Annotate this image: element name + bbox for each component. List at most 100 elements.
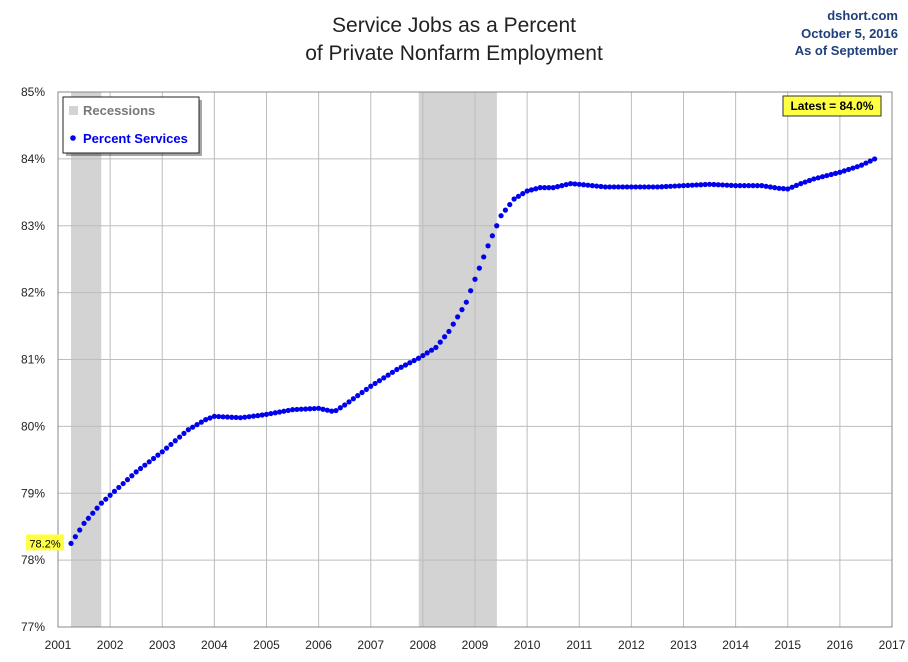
data-point (854, 164, 860, 170)
data-point (489, 233, 495, 239)
data-point (285, 407, 291, 414)
x-tick-label: 2002 (97, 638, 124, 652)
data-point (246, 414, 252, 420)
data-point (424, 350, 430, 356)
data-point (289, 407, 296, 413)
annotation-layer: 78.2% Latest = 84.0% (26, 95, 882, 551)
data-point (793, 182, 800, 189)
data-point (168, 441, 174, 448)
data-point (142, 462, 148, 468)
x-tick-label: 2010 (514, 638, 541, 652)
series-layer (68, 156, 878, 547)
data-point (242, 414, 248, 420)
data-point (346, 399, 352, 405)
y-tick-label: 77% (21, 620, 45, 634)
data-point (437, 339, 443, 345)
data-point (220, 414, 226, 420)
data-point (494, 223, 500, 229)
data-point (772, 185, 778, 191)
y-tick-label: 85% (21, 85, 45, 99)
data-point (250, 413, 257, 419)
data-point (107, 492, 113, 498)
x-tick-label: 2015 (774, 638, 801, 652)
data-point (485, 243, 491, 249)
data-point (90, 510, 96, 516)
x-tick-label: 2013 (670, 638, 697, 652)
data-point (680, 183, 687, 189)
latest-callout-box (782, 95, 882, 117)
data-point (359, 389, 365, 396)
data-point (72, 534, 78, 540)
data-point (528, 187, 535, 193)
data-point (776, 185, 782, 191)
data-point (463, 299, 469, 305)
data-point (337, 405, 343, 411)
data-point (172, 438, 178, 444)
data-point (780, 186, 787, 192)
data-point (350, 396, 356, 402)
legend-layer: Recessions Percent Services (62, 96, 202, 156)
data-point (611, 184, 617, 190)
data-point (116, 484, 122, 491)
grid-layer (57, 91, 893, 628)
x-tick-label: 2014 (722, 638, 749, 652)
data-point (298, 406, 304, 412)
data-point (615, 184, 621, 190)
data-point (650, 184, 656, 190)
x-tick-label: 2016 (827, 638, 854, 652)
data-point (858, 162, 865, 168)
data-point (598, 183, 604, 190)
data-point (198, 419, 204, 425)
data-point (746, 183, 752, 189)
data-point (824, 172, 830, 179)
data-point (468, 288, 474, 294)
data-point (433, 344, 439, 351)
data-point (515, 193, 522, 199)
x-tick-label: 2005 (253, 638, 280, 652)
data-point (837, 169, 843, 175)
data-point (589, 183, 595, 189)
data-point (676, 183, 682, 189)
data-point (255, 413, 261, 419)
data-point (207, 415, 213, 421)
data-point (637, 184, 643, 190)
x-tick-label: 2008 (410, 638, 437, 652)
data-point (498, 213, 504, 219)
data-point (511, 196, 517, 202)
data-point (229, 414, 235, 420)
data-point (402, 362, 409, 368)
data-point (711, 181, 717, 188)
data-point (502, 207, 509, 213)
data-point (120, 480, 126, 487)
data-point (163, 445, 170, 451)
data-point (654, 184, 661, 190)
data-point (867, 158, 873, 164)
data-point (689, 182, 695, 188)
data-point (68, 540, 74, 547)
data-point (724, 182, 730, 188)
data-point (407, 360, 413, 366)
data-point (785, 186, 791, 192)
data-point (832, 170, 839, 176)
x-tick-label: 2001 (45, 638, 72, 652)
data-point (428, 347, 435, 353)
data-point (237, 415, 244, 421)
data-point (750, 183, 756, 189)
data-point (329, 408, 335, 414)
data-point (333, 407, 339, 414)
data-point (863, 160, 869, 166)
x-tick-label: 2004 (201, 638, 228, 652)
legend-swatch-series (70, 135, 76, 141)
data-point (472, 276, 478, 282)
data-point (850, 165, 856, 171)
data-point (446, 328, 452, 335)
data-point (693, 182, 700, 188)
data-point (224, 414, 231, 420)
data-point (420, 352, 426, 359)
data-point (190, 424, 196, 430)
data-point (872, 156, 878, 162)
data-point (559, 183, 565, 189)
first-value-highlight (26, 534, 65, 551)
data-point (342, 402, 348, 408)
source-label: dshort.com (827, 8, 898, 23)
